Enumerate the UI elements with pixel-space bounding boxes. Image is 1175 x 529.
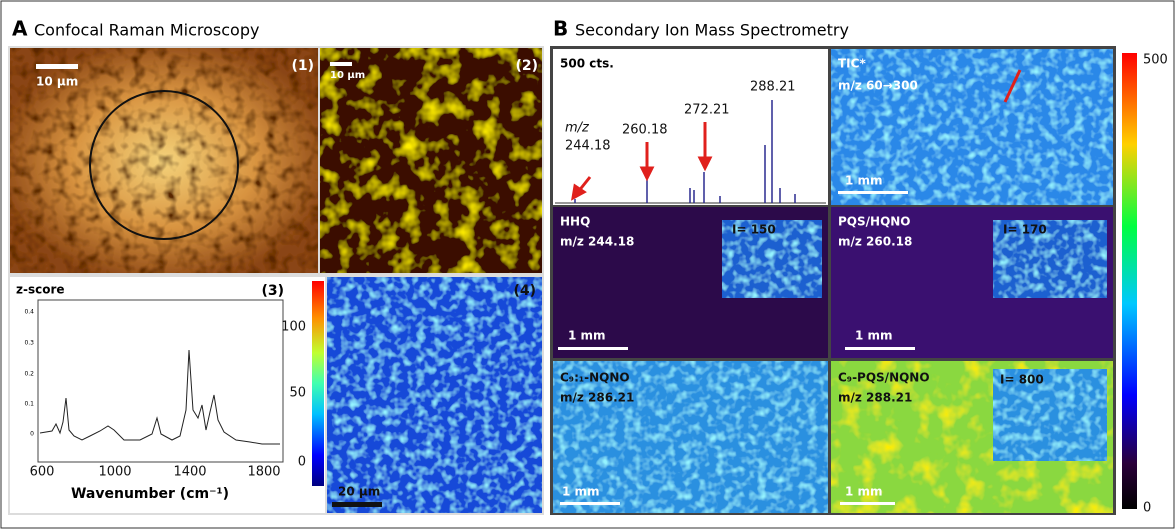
- x-tick-label: 1800: [247, 465, 280, 480]
- colorbar-tick: 500: [1143, 53, 1168, 68]
- tile-name: C₉-PQS/NQNO: [838, 371, 930, 385]
- image-label: (1): [291, 58, 314, 74]
- scale-label: 20 µm: [338, 485, 380, 499]
- panel-title: Secondary Ion Mass Spectrometry: [575, 21, 849, 40]
- scale-label: 1 mm: [845, 485, 883, 499]
- colorbar-tick: 100: [281, 320, 306, 335]
- tile-mz: m/z 260.18: [838, 235, 912, 249]
- axis-label: m/z: [565, 121, 590, 136]
- inset-label: I= 170: [1003, 223, 1047, 237]
- image-label: (4): [513, 283, 536, 299]
- colorbar-tick: 0: [298, 455, 306, 470]
- tile-name: C₉:₁-NQNO: [560, 371, 630, 385]
- tile-mz: m/z 288.21: [838, 391, 912, 405]
- tile-name: PQS/HQNO: [838, 215, 911, 229]
- scale-bar: [840, 502, 895, 505]
- panel-title: Confocal Raman Microscopy: [34, 21, 259, 40]
- peak-label: 260.18: [622, 123, 668, 138]
- scale-label: 1 mm: [855, 329, 893, 343]
- mass-spectrum: [553, 49, 828, 205]
- colorbar: [1122, 53, 1137, 509]
- scale-bar: [838, 191, 908, 194]
- scale-bar: [332, 502, 382, 507]
- image-label: (3): [261, 283, 284, 299]
- tile-mz: m/z 286.21: [560, 391, 634, 405]
- inset-label: I= 150: [732, 223, 776, 237]
- panel-letter: B: [553, 17, 568, 41]
- scale-bar: [845, 347, 915, 350]
- tile-name: TIC*: [838, 57, 866, 71]
- tile-mz: m/z 244.18: [560, 235, 634, 249]
- image-label: (2): [515, 58, 538, 74]
- raman-map: [327, 277, 542, 513]
- colorbar-tick: 0: [1143, 501, 1151, 516]
- scale-label: 10 µm: [330, 70, 365, 81]
- x-tick-label: 1000: [98, 465, 131, 480]
- scale-bar: [330, 62, 352, 66]
- tile-name: HHQ: [560, 215, 590, 229]
- scale-label: 1 mm: [562, 485, 600, 499]
- figure: A Confocal Raman Microscopy 10 µm (1) 10…: [0, 0, 1175, 529]
- raman-image: [320, 48, 542, 273]
- y-tick-label: 0.3: [24, 340, 34, 347]
- scale-bar: [560, 502, 620, 505]
- x-tick-label: 600: [30, 465, 55, 480]
- colorbar-tick: 50: [289, 386, 306, 401]
- spectrum-title: z-score: [16, 283, 65, 297]
- tile-mz: m/z 60→300: [838, 79, 918, 93]
- peak-label: 288.21: [750, 80, 796, 95]
- peak-label: 244.18: [565, 139, 611, 154]
- scale-label: 1 mm: [845, 174, 883, 188]
- inset-label: I= 800: [1000, 373, 1044, 387]
- y-tick-label: 0.4: [24, 309, 34, 316]
- scale-label: 10 µm: [36, 75, 78, 89]
- scale-bar: [36, 64, 78, 69]
- scale-bar: [558, 347, 628, 350]
- y-tick-label: 0.2: [24, 371, 34, 378]
- x-tick-label: 1400: [173, 465, 206, 480]
- y-tick-label: 0: [30, 431, 34, 438]
- colorbar: [312, 281, 324, 486]
- panel-letter: A: [12, 17, 28, 41]
- peak-label: 272.21: [684, 103, 730, 118]
- scale-label: 1 mm: [568, 329, 606, 343]
- x-axis-label: Wavenumber (cm⁻¹): [71, 486, 229, 502]
- y-tick-label: 0.1: [24, 401, 34, 408]
- counts-label: 500 cts.: [560, 57, 614, 71]
